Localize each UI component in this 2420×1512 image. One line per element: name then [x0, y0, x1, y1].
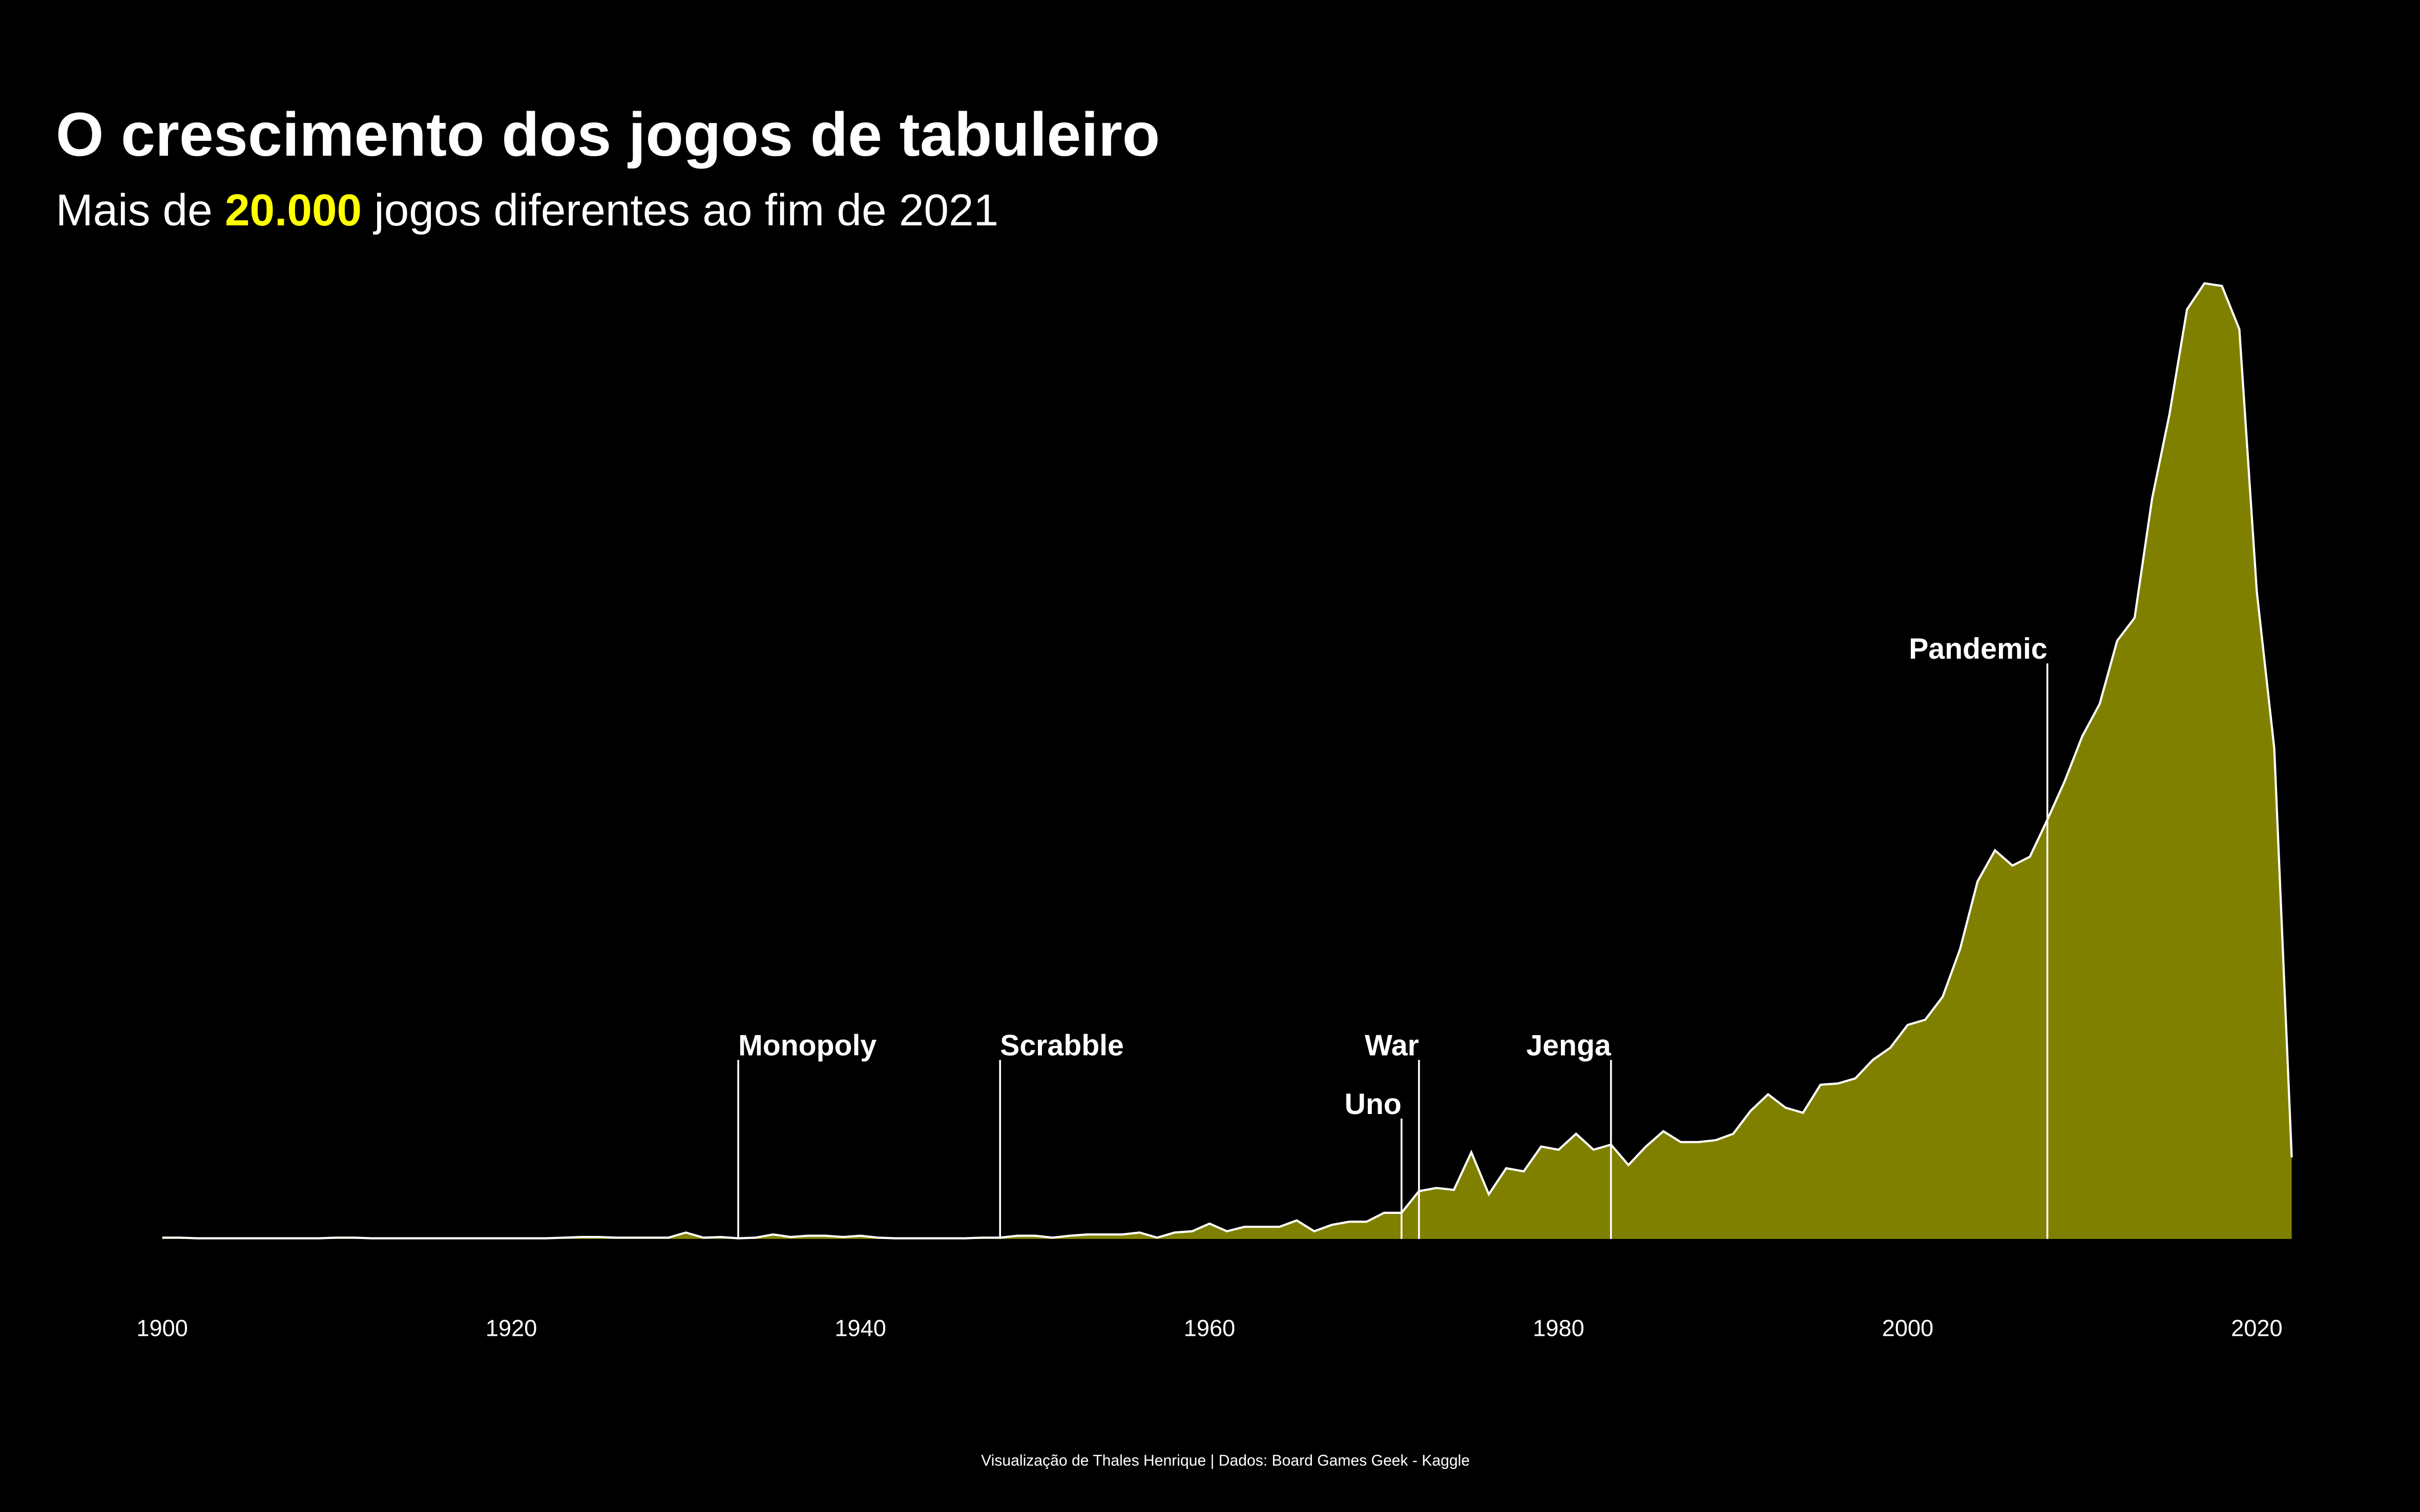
x-tick-label: 2000	[1882, 1315, 1934, 1341]
chart-subtitle: Mais de 20.000 jogos diferentes ao fim d…	[56, 185, 998, 235]
subtitle-part: jogos diferentes ao fim de 2021	[362, 185, 998, 235]
subtitle-highlight: 20.000	[225, 185, 362, 235]
area	[162, 283, 2292, 1239]
x-tick-label: 1920	[486, 1315, 537, 1341]
annotation-label: Monopoly	[738, 1029, 877, 1062]
chart-title: O crescimento dos jogos de tabuleiro	[56, 100, 1160, 169]
x-tick-label: 1940	[835, 1315, 886, 1341]
x-tick-label: 1900	[136, 1315, 188, 1341]
x-tick-label: 1980	[1533, 1315, 1584, 1341]
area-line	[162, 282, 2293, 1240]
annotation-label: Jenga	[1526, 1029, 1612, 1062]
x-tick-label: 2020	[2231, 1315, 2283, 1341]
annotation-label: Uno	[1345, 1088, 1402, 1121]
annotation-label: Pandemic	[1909, 633, 2047, 665]
annotation-label: War	[1365, 1029, 1419, 1062]
annotation-label: Scrabble	[1000, 1029, 1124, 1062]
caption: Visualização de Thales Henrique | Dados:…	[981, 1453, 1470, 1469]
subtitle-part: Mais de	[56, 185, 225, 235]
x-tick-label: 1960	[1184, 1315, 1236, 1341]
